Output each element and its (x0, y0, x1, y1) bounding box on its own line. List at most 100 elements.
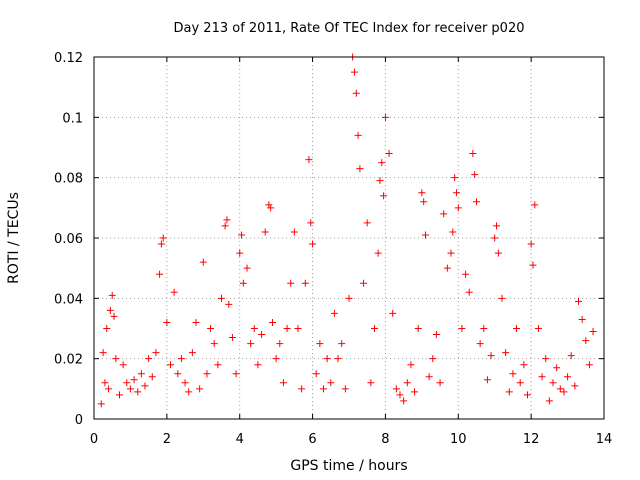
x-tick-label: 6 (308, 432, 316, 447)
data-point (420, 198, 428, 206)
data-point (181, 379, 189, 387)
data-point (106, 306, 114, 314)
data-point (449, 228, 457, 236)
data-point (513, 325, 521, 332)
data-point (553, 364, 561, 372)
data-point (443, 264, 451, 272)
x-tick-label: 2 (163, 432, 171, 447)
data-point (192, 318, 200, 326)
data-point (538, 373, 546, 381)
data-point (301, 279, 309, 287)
data-point (432, 331, 440, 339)
data-point (476, 340, 484, 348)
data-point (371, 325, 378, 332)
data-point (116, 391, 123, 399)
data-point (585, 361, 593, 369)
data-point (403, 379, 411, 387)
data-point (236, 249, 244, 257)
data-point (214, 361, 222, 369)
data-point (469, 150, 477, 158)
data-point (126, 385, 134, 393)
data-point (307, 219, 315, 227)
data-point (320, 385, 327, 393)
y-tick-label: 0.1 (62, 111, 83, 126)
y-tick-label: 0.08 (54, 172, 83, 187)
data-point (272, 355, 280, 363)
data-point (524, 391, 531, 399)
data-point (465, 288, 473, 296)
y-tick-label: 0.04 (54, 292, 83, 307)
data-point (312, 370, 320, 378)
data-point (188, 349, 196, 357)
data-point (436, 379, 444, 387)
data-point (516, 379, 524, 387)
y-tick-label: 0.06 (54, 232, 83, 247)
data-point (520, 361, 528, 369)
data-point (356, 165, 364, 173)
data-point (330, 309, 338, 317)
data-point (414, 325, 422, 332)
data-point (483, 376, 491, 384)
data-point (564, 373, 572, 381)
data-point (290, 228, 298, 236)
data-point (381, 113, 389, 121)
x-axis-label: GPS time / hours (290, 458, 407, 474)
data-point (429, 355, 437, 363)
data-point (130, 376, 138, 384)
data-point (345, 294, 353, 302)
y-axis-label: ROTI / TECUs (6, 192, 22, 284)
data-point (309, 240, 317, 248)
data-point (225, 300, 233, 308)
data-point (258, 331, 266, 339)
data-point (159, 234, 167, 242)
data-point (505, 388, 513, 396)
data-point (542, 355, 550, 363)
data-point (279, 379, 287, 387)
data-point (167, 361, 174, 369)
data-point (380, 192, 388, 200)
data-point (152, 349, 160, 357)
x-tick-label: 0 (90, 432, 98, 447)
data-point (374, 249, 382, 257)
data-point (589, 328, 597, 336)
data-point (534, 325, 542, 332)
data-point (407, 361, 415, 369)
x-tick-label: 4 (236, 432, 244, 447)
data-point (174, 370, 182, 378)
axis-ticks: 0 2 4 6 8 10 12 14 0 0.02 0.04 0.06 0.08 0.1 0.12 (54, 51, 612, 447)
data-point (473, 198, 480, 206)
data-point (502, 349, 510, 357)
data-point (389, 309, 397, 317)
y-tick-label: 0 (75, 413, 83, 428)
data-point (123, 379, 131, 387)
data-point (112, 355, 120, 363)
data-point (549, 379, 557, 387)
x-tick-label: 14 (596, 432, 613, 447)
data-point (238, 231, 246, 239)
data-point (250, 325, 258, 332)
data-point (385, 150, 393, 158)
data-point (376, 177, 384, 185)
data-point (411, 388, 419, 396)
x-tick-label: 12 (523, 432, 540, 447)
data-point (254, 361, 262, 369)
x-tick-label: 10 (450, 432, 467, 447)
data-point (137, 370, 145, 378)
data-point (243, 264, 251, 272)
data-point (170, 288, 178, 296)
data-point (480, 325, 488, 332)
data-point (440, 210, 448, 218)
data-point (334, 355, 342, 363)
data-point (99, 349, 107, 357)
data-point (108, 291, 116, 299)
data-point (185, 388, 193, 396)
data-point (103, 325, 111, 332)
data-point (287, 279, 295, 287)
data-point (221, 222, 229, 230)
data-point (148, 373, 156, 381)
data-point (232, 370, 240, 378)
data-point (529, 261, 537, 269)
data-point (247, 340, 255, 348)
data-point (487, 352, 495, 360)
data-point (105, 385, 113, 393)
